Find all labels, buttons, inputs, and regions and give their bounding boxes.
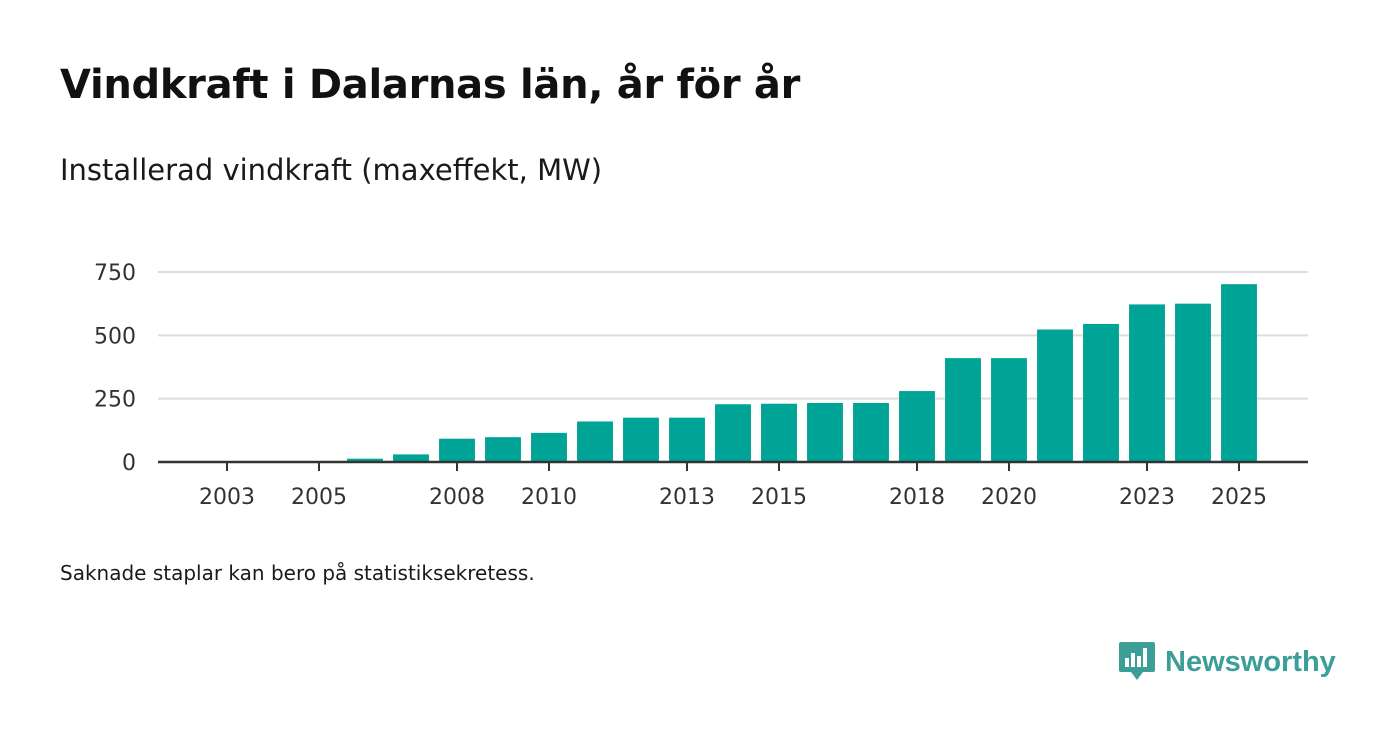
bar-2009[interactable] (485, 437, 521, 462)
footnote: Saknade staplar kan bero på statistiksek… (60, 561, 535, 585)
y-axis-labels: 0 250 500 750 (94, 261, 136, 476)
bar-2024[interactable] (1175, 303, 1211, 462)
bar-2011[interactable] (577, 421, 613, 462)
x-tick-label: 2015 (751, 485, 807, 510)
bar-2007[interactable] (393, 454, 429, 462)
bar-2014[interactable] (715, 404, 751, 462)
bar-2012[interactable] (623, 417, 659, 462)
bar-2023[interactable] (1129, 304, 1165, 462)
x-tick-label: 2003 (199, 485, 255, 510)
x-tick-label: 2023 (1119, 485, 1175, 510)
y-tick-label: 750 (94, 261, 136, 286)
x-tick-label: 2020 (981, 485, 1037, 510)
x-tick-label: 2025 (1211, 485, 1267, 510)
bar-2019[interactable] (945, 358, 981, 462)
chart-subtitle: Installerad vindkraft (maxeffekt, MW) (60, 153, 603, 187)
bar-2017[interactable] (853, 402, 889, 462)
bar-2020[interactable] (991, 358, 1027, 462)
bar-2006[interactable] (347, 458, 383, 462)
bar-2015[interactable] (761, 403, 797, 462)
x-tick-label: 2018 (889, 485, 945, 510)
y-tick-label: 250 (94, 388, 136, 413)
bar-2016[interactable] (807, 402, 843, 462)
x-tick-label: 2008 (429, 485, 485, 510)
newsworthy-logo-icon (1119, 642, 1155, 680)
y-tick-label: 0 (122, 451, 136, 476)
brand-name: Newsworthy (1165, 645, 1336, 678)
bar-2013[interactable] (669, 417, 705, 462)
bar-2025[interactable] (1221, 284, 1257, 462)
bar-2022[interactable] (1083, 323, 1119, 462)
x-tick-label: 2010 (521, 485, 577, 510)
chart-title: Vindkraft i Dalarnas län, år för år (60, 62, 801, 108)
x-tick-label: 2005 (291, 485, 347, 510)
brand-logo[interactable]: Newsworthy (1118, 640, 1336, 684)
bars (347, 284, 1257, 462)
bar-2008[interactable] (439, 438, 475, 462)
bar-2018[interactable] (899, 391, 935, 462)
bar-2010[interactable] (531, 432, 567, 462)
y-tick-label: 500 (94, 324, 136, 349)
x-tick-label: 2013 (659, 485, 715, 510)
x-axis: 2003 2005 2008 2010 2013 2015 2018 2020 2023 2025 (158, 460, 1308, 510)
bar-2021[interactable] (1037, 329, 1073, 462)
